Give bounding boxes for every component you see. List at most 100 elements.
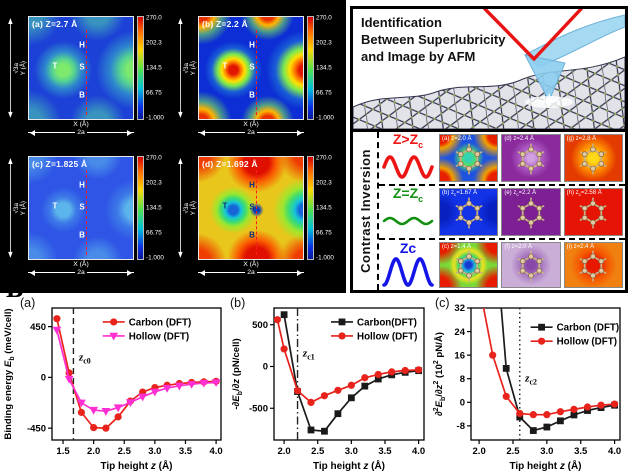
svg-text:8: 8 [460,374,465,385]
site-label-H: H [249,180,255,190]
wave-icon [382,216,434,225]
y-axis-label: Y (Å) [190,200,198,216]
x-extent-arrow-icon: 2a [28,129,134,136]
y-axis-annotation: √3a Y (Å) [178,156,198,260]
mini-image-label: (a) z=2.0 Å [442,136,472,142]
colorbar: 270.0 202.3 134.5 66.75 -1.000 [134,155,166,261]
x-axis-label: Tip height z (Å) [313,459,385,472]
mini-image-label: (h) zc=2.58 Å [566,189,602,197]
x-axis-annotation: X (Å) 2a [198,120,304,146]
y-axis-annotation: √3a Y (Å) [178,16,198,120]
svg-text:3.5: 3.5 [378,446,392,457]
svg-text:0: 0 [263,362,268,373]
x-axis-label: Tip height z (Å) [100,459,172,472]
heatmap-panel-a: √3a Y (Å) (a) Z=2.7 Å T H S B 270.0 202.3 134.5 66… [8,15,172,148]
svg-text:3.0: 3.0 [345,446,358,457]
svg-text:16: 16 [454,350,465,361]
plot-c-letter: (c) [435,296,450,310]
heatmap-panel-b: √3a Y (Å) (b) Z=2.2 Å T H S B 270.0 202.3 134.5 66… [178,14,342,148]
y-axis-label: Y (Å) [20,200,28,216]
heatmap-grid: √3a Y (Å) (a) Z=2.7 Å T H S B 270.0 202.3 134.5 66… [0,0,346,288]
site-label-T: T [222,61,228,71]
svg-text:0: 0 [460,397,465,408]
hsb-path-line [86,30,88,115]
y-axis-label: Y (Å) [20,60,28,76]
graphene-hexagon-icon [455,197,483,229]
x-dim-label: 2a [77,269,85,276]
heatmap-image-d: (d) Z=1.692 Å T H S B [198,156,304,260]
heatmap-title: (a) Z=2.7 Å [32,19,78,29]
site-label-T: T [52,201,58,211]
contrast-side-column: Contrast Inversion [353,132,379,290]
colorbar-strip [137,16,144,120]
contrast-row-2: Zc (c) z=1.4 Å (f) z=2.0 Å (i) z=2.4 Å [379,237,625,290]
site-label-S: S [79,202,85,212]
y-extent-arrow-icon [178,158,183,258]
svg-text:2.5: 2.5 [118,446,132,457]
mini-image-label: (f) z=2.0 Å [504,243,533,250]
site-label-S: S [249,62,255,72]
contrast-inversion-panel: Contrast Inversion Z>Zc (a) z=2.0 Å (d) z=… [353,129,625,290]
x-extent-arrow-icon: 2a [198,129,304,136]
graphene-hexagon-icon [517,197,545,229]
site-label-H: H [79,40,85,50]
contrast-rows: Z>Zc (a) z=2.0 Å (d) z=2.4 Å (g) z=2.8 Å Z=Z… [379,132,625,290]
series-carbon-dft- [280,311,423,435]
plot-second-derivative: (c) 2.0 2.5 3.0 3.5 4.0 32 24 16 8 0 -8 zc2 Carbon (… [431,294,630,472]
site-label-B: B [249,90,255,100]
legend-entry: Carbon (DFT) [557,323,620,334]
series-hollow-dft- [482,308,619,419]
contrast-side-label: Contrast Inversion [357,149,373,273]
graphene-sheet [353,56,625,129]
mini-image-0-1: (d) z=2.4 Å [501,134,561,182]
x-axis-label: X (Å) [243,261,259,268]
mini-image-label: (d) z=2.4 Å [504,136,534,142]
svg-text:2.5: 2.5 [506,446,520,457]
x-dim-label: 2a [247,129,255,136]
mini-image-1-2: (h) zc=2.58 Å [563,187,623,236]
y-extent-arrow-icon [178,18,183,118]
graphene-hexagon-icon [579,197,607,229]
colorbar-strip [307,16,314,120]
site-label-S: S [249,202,255,212]
y-axis-label: -∂Eb/∂z (pN/cell) [231,338,244,409]
x-dim-label: 2a [247,269,255,276]
afm-title-line-3: and Image by AFM [361,48,476,64]
x-axis-annotation: X (Å) 2a [28,120,134,146]
heatmap-image-c: (c) Z=1.825 Å T H S B [28,156,134,260]
afm-schematic-block: Identification Between Superlubricity an… [350,6,628,293]
heatmap-title: (c) Z=1.825 Å [32,159,88,169]
x-axis-label: X (Å) [73,261,89,268]
y-extent-arrow-icon [8,18,13,118]
svg-text:32: 32 [454,303,465,314]
plot-frame [273,307,425,441]
svg-text:2.0: 2.0 [277,446,290,457]
site-label-S: S [79,62,85,72]
x-axis-label: X (Å) [243,121,259,128]
mini-image-label: (e) zc=2.2 Å [504,189,537,197]
svg-text:1.5: 1.5 [56,446,70,457]
critical-height-label: zc2 [524,373,537,387]
colorbar: 270.0 202.3 134.5 66.75 -1.000 [134,15,166,121]
mini-image-row: (a) z=2.0 Å (d) z=2.4 Å (g) z=2.8 Å [437,132,625,184]
legend-entry: Hollow (DFT) [557,337,617,348]
afm-cantilever-icon [524,14,625,103]
svg-text:24: 24 [454,327,465,338]
critical-height-label: zc1 [302,347,315,361]
colorbar-labels: 270.0 202.3 134.5 66.75 -1.000 [316,14,334,122]
x-extent-arrow-icon: 2a [198,269,304,276]
y-axis-label: ∂2Eb/∂z2 (102 pN/Å) [433,332,447,416]
contrast-row-1: Z=Zc (b) zc=1.67 Å (e) zc=2.2 Å (h) zc=2.58… [379,183,625,238]
heatmap-image-b: (b) Z=2.2 Å T H S B [198,16,304,120]
dft-plots-row: (a) 1.5 2.0 2.5 3.0 3.5 4.0 450 0 -450 zc0 Carbon … [0,294,630,472]
heatmap-image-a: (a) Z=2.7 Å T H S B [28,16,134,120]
colorbar-labels: 270.0 202.3 134.5 66.75 -1.000 [316,154,334,262]
plot-a-canvas: 1.5 2.0 2.5 3.0 3.5 4.0 450 0 -450 zc0 Carbon (DFT… [3,307,223,472]
laser-beam-icon [483,9,583,61]
afm-title-line-2: Between Superlubricity [361,31,506,47]
mini-image-1-1: (e) zc=2.2 Å [501,187,561,236]
svg-text:3.0: 3.0 [148,446,161,457]
svg-text:3.5: 3.5 [574,446,588,457]
graphene-hexagon-icon [517,143,545,175]
